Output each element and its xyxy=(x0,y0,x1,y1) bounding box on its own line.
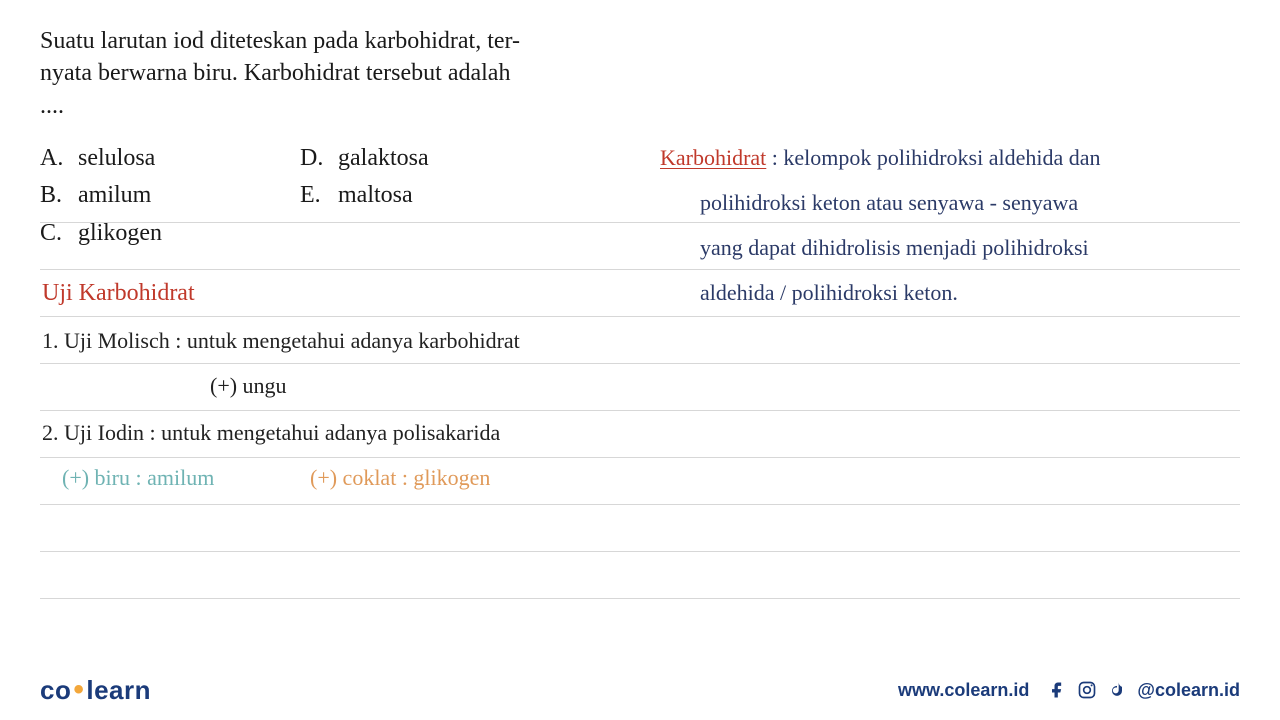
definition-line3: yang dapat dihidrolisis menjadi polihidr… xyxy=(700,235,1089,261)
footer-handle: @colearn.id xyxy=(1137,680,1240,701)
question-dots: .... xyxy=(40,90,660,122)
rule-line xyxy=(40,458,1240,505)
rule-line xyxy=(40,505,1240,552)
tiktok-icon xyxy=(1107,680,1127,700)
logo-learn: learn xyxy=(86,675,151,706)
option-text: selulosa xyxy=(78,145,155,171)
facebook-icon xyxy=(1047,680,1067,700)
test-2-coklat: (+) coklat : glikogen xyxy=(310,465,490,491)
definition-line4: aldehida / polihidroksi keton. xyxy=(700,280,958,306)
test-1-result: (+) ungu xyxy=(210,373,287,399)
option-a: A. selulosa xyxy=(40,140,300,177)
footer: co • learn www.colearn.id @colearn.id xyxy=(0,660,1280,720)
brand-logo: co • learn xyxy=(40,675,151,706)
definition-text: : kelompok polihidroksi aldehida dan xyxy=(766,145,1100,170)
footer-right: www.colearn.id @colearn.id xyxy=(898,680,1240,701)
question-line: Suatu larutan iod diteteskan pada karboh… xyxy=(40,25,660,57)
question-line: nyata berwarna biru. Karbohidrat tersebu… xyxy=(40,57,660,89)
test-2: 2. Uji Iodin : untuk mengetahui adanya p… xyxy=(42,420,500,446)
worksheet-page: Suatu larutan iod diteteskan pada karboh… xyxy=(0,0,1280,720)
definition-line2: polihidroksi keton atau senyawa - senyaw… xyxy=(700,190,1078,216)
test-1: 1. Uji Molisch : untuk mengetahui adanya… xyxy=(42,328,520,354)
definition-line1: Karbohidrat : kelompok polihidroksi alde… xyxy=(660,145,1101,171)
definition-term: Karbohidrat xyxy=(660,145,766,170)
social-block: @colearn.id xyxy=(1047,680,1240,701)
question-text: Suatu larutan iod diteteskan pada karboh… xyxy=(40,25,660,122)
rule-line xyxy=(40,270,1240,317)
tests-heading: Uji Karbohidrat xyxy=(42,280,195,307)
instagram-icon xyxy=(1077,680,1097,700)
option-text: galaktosa xyxy=(338,145,429,171)
option-d: D. galaktosa xyxy=(300,140,560,177)
option-letter: A. xyxy=(40,140,72,177)
test-2-biru: (+) biru : amilum xyxy=(62,465,214,491)
rule-line xyxy=(40,552,1240,599)
logo-co: co xyxy=(40,675,71,706)
footer-url: www.colearn.id xyxy=(898,680,1029,701)
option-letter: D. xyxy=(300,140,332,177)
